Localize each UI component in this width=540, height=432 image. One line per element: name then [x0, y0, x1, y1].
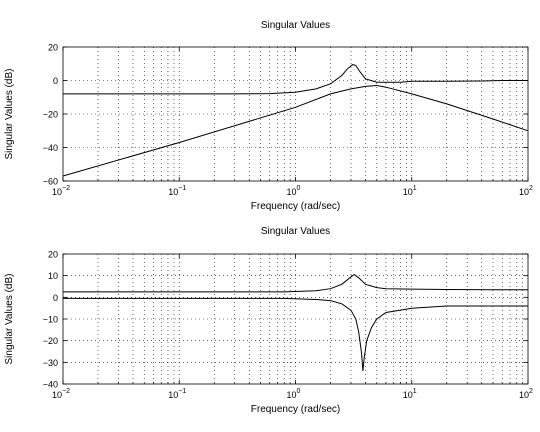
y-tick-label: −20 [43, 110, 58, 120]
y-tick-label: 20 [48, 250, 58, 260]
grid [63, 47, 528, 181]
series-line-1 [63, 64, 528, 95]
y-tick-label: −40 [43, 143, 58, 153]
y-tick-label: 20 [48, 43, 58, 53]
series-line-2 [63, 297, 528, 372]
x-tick-label: 101 [403, 185, 417, 197]
series-line-1 [63, 273, 528, 293]
y-tick-label: −20 [43, 336, 58, 346]
chart-title: Singular Values [261, 226, 330, 237]
x-axis-label: Frequency (rad/sec) [251, 201, 340, 212]
x-tick-label: 10−1 [168, 388, 186, 400]
x-tick-label: 100 [287, 185, 301, 197]
grid [63, 254, 528, 384]
y-tick-label: 0 [53, 293, 58, 303]
y-tick-label: −40 [43, 380, 58, 390]
y-tick-label: −30 [43, 358, 58, 368]
series-line-2 [62, 84, 529, 177]
y-tick-label: 0 [53, 76, 58, 86]
chart-title: Singular Values [261, 20, 330, 31]
x-tick-label: 10−1 [168, 185, 186, 197]
y-axis-label: Singular Values (dB) [4, 274, 15, 365]
y-axis-label: Singular Values (dB) [4, 69, 15, 160]
x-tick-label: 102 [519, 185, 533, 197]
x-tick-label: 100 [287, 388, 301, 400]
x-tick-label: 10−2 [52, 185, 70, 197]
x-tick-label: 102 [519, 388, 533, 400]
x-tick-label: 101 [403, 388, 417, 400]
y-tick-label: 10 [48, 271, 58, 281]
x-axis-label: Frequency (rad/sec) [251, 404, 340, 415]
y-tick-label: −10 [43, 315, 58, 325]
x-tick-label: 10−2 [52, 388, 70, 400]
y-tick-label: −60 [43, 177, 58, 187]
